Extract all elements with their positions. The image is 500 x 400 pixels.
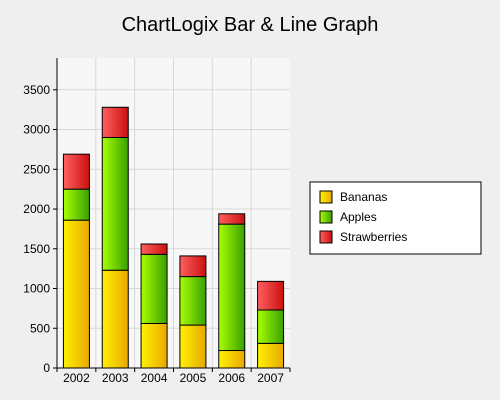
x-tick-label: 2002 xyxy=(63,371,90,385)
y-tick-label: 500 xyxy=(30,321,50,335)
bar-bananas-2003 xyxy=(101,269,129,369)
x-tick-label: 2005 xyxy=(180,371,207,385)
bar-apples-2004 xyxy=(140,253,168,324)
x-tick-label: 2007 xyxy=(257,371,284,385)
y-tick-label: 3500 xyxy=(23,83,50,97)
bar-apples-2005 xyxy=(179,276,207,326)
bar-strawberries-2003 xyxy=(101,106,129,138)
y-tick-label: 1000 xyxy=(23,282,50,296)
y-tick-label: 1500 xyxy=(23,242,50,256)
bar-bananas-2006 xyxy=(218,350,246,369)
bar-apples-2007 xyxy=(257,309,285,344)
bar-bananas-2005 xyxy=(179,324,207,369)
bar-strawberries-2007 xyxy=(257,280,285,311)
bar-strawberries-2006 xyxy=(218,213,246,225)
x-tick-label: 2006 xyxy=(218,371,245,385)
bar-bananas-2007 xyxy=(257,342,285,369)
x-tick-label: 2003 xyxy=(102,371,129,385)
legend-label-bananas: Bananas xyxy=(340,190,387,204)
bar-bananas-2004 xyxy=(140,322,168,369)
axes: 2002 2003 2004 2005 2006 2007 0 500 1000 1500 2000… xyxy=(23,58,291,385)
bar-strawberries-2004 xyxy=(140,243,168,255)
bar-bananas-2002 xyxy=(62,219,90,369)
bars-group xyxy=(62,106,285,369)
y-tick-label: 2000 xyxy=(23,202,50,216)
legend-box xyxy=(309,181,482,255)
bar-apples-2003 xyxy=(101,136,129,271)
legend-swatch-strawberries xyxy=(319,230,333,244)
bar-apples-2006 xyxy=(218,223,246,352)
legend-label-strawberries: Strawberries xyxy=(340,230,407,244)
legend-swatch-bananas xyxy=(319,190,333,204)
legend-swatch-apples xyxy=(319,210,333,224)
legend: Bananas Apples Strawberries xyxy=(309,181,482,255)
y-tick-label: 3000 xyxy=(23,123,50,137)
bar-apples-2002 xyxy=(62,188,90,221)
legend-label-apples: Apples xyxy=(340,210,377,224)
y-tick-label: 2500 xyxy=(23,162,50,176)
y-tick-label: 0 xyxy=(43,361,50,375)
x-tick-label: 2004 xyxy=(141,371,168,385)
bar-strawberries-2005 xyxy=(179,255,207,278)
chart-title: ChartLogix Bar & Line Graph xyxy=(121,14,379,36)
grid-lines xyxy=(57,58,290,368)
bar-strawberries-2002 xyxy=(62,153,90,190)
